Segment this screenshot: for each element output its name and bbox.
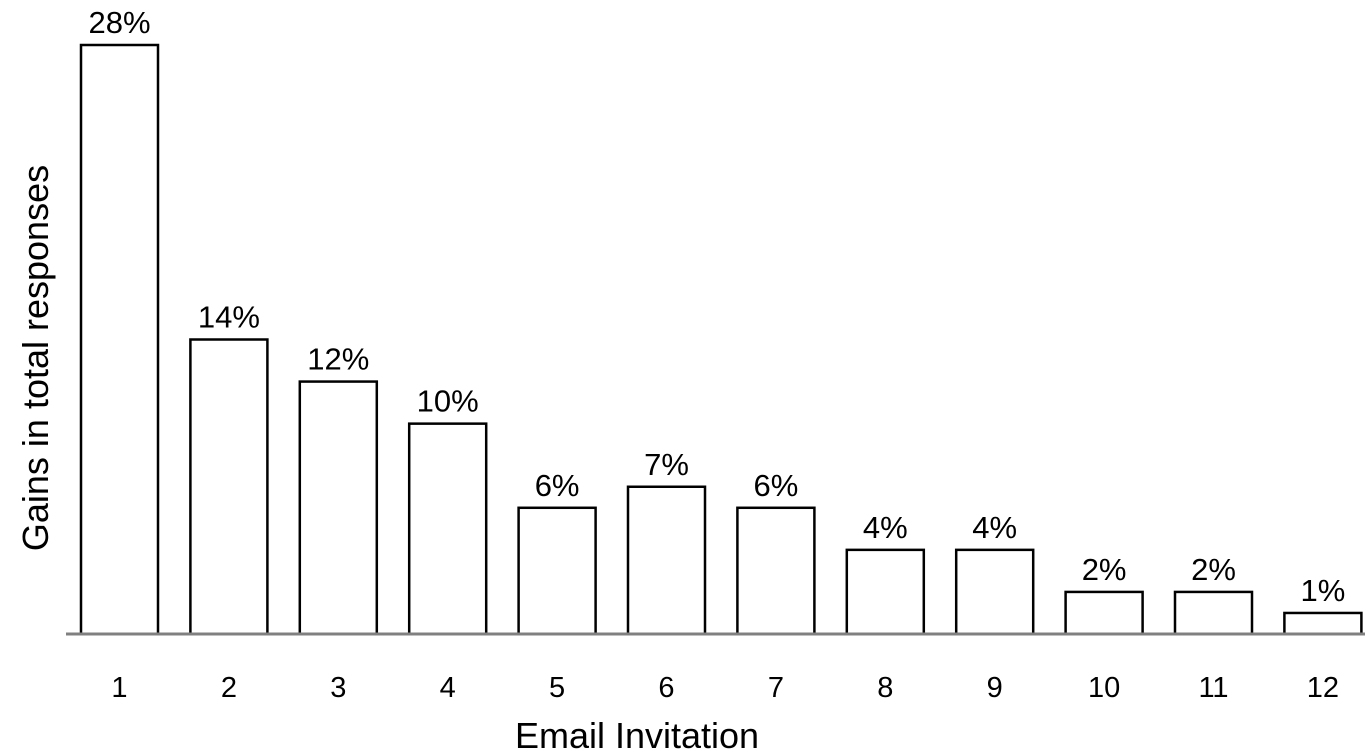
data-label-5: 6% bbox=[535, 468, 580, 503]
bar-1 bbox=[79, 43, 160, 636]
y-axis-title: Gains in total responses bbox=[15, 165, 56, 551]
data-label-9: 4% bbox=[972, 510, 1017, 545]
data-label-11: 2% bbox=[1191, 552, 1236, 587]
data-label-7: 6% bbox=[753, 468, 798, 503]
bar-12 bbox=[1283, 611, 1363, 636]
data-label-3: 12% bbox=[307, 342, 369, 377]
bar-8 bbox=[845, 548, 926, 636]
x-tick-label-11: 11 bbox=[1198, 672, 1228, 704]
bar-9 bbox=[954, 548, 1035, 636]
bar-4 bbox=[407, 422, 488, 636]
bar-11 bbox=[1173, 590, 1254, 636]
x-tick-label-7: 7 bbox=[768, 672, 784, 704]
x-tick-label-5: 5 bbox=[549, 672, 565, 704]
x-tick-label-6: 6 bbox=[658, 672, 674, 704]
bar-2 bbox=[189, 338, 269, 636]
bars-group bbox=[79, 43, 1363, 636]
bar-6 bbox=[626, 485, 707, 636]
x-axis-title: Email Invitation bbox=[515, 715, 759, 755]
bar-5 bbox=[517, 506, 597, 636]
x-tick-label-2: 2 bbox=[221, 672, 237, 704]
data-label-1: 28% bbox=[88, 5, 150, 40]
x-tick-label-12: 12 bbox=[1307, 672, 1339, 704]
x-tick-label-8: 8 bbox=[877, 672, 893, 704]
x-tick-label-4: 4 bbox=[440, 672, 456, 704]
data-label-6: 7% bbox=[644, 447, 689, 482]
data-labels-group: 28% 14% 12% 10% 6% 7% 6% 4% 4% 2% 2% 1% bbox=[88, 5, 1345, 608]
x-tick-label-1: 1 bbox=[111, 672, 127, 704]
x-tick-label-9: 9 bbox=[987, 672, 1003, 704]
x-tick-label-10: 10 bbox=[1088, 672, 1120, 704]
data-label-12: 1% bbox=[1300, 573, 1345, 608]
bar-10 bbox=[1064, 590, 1144, 636]
data-label-4: 10% bbox=[417, 384, 479, 419]
data-label-8: 4% bbox=[863, 510, 908, 545]
bar-7 bbox=[736, 506, 816, 636]
x-tick-label-3: 3 bbox=[330, 672, 346, 704]
data-label-10: 2% bbox=[1082, 552, 1127, 587]
x-tick-labels-group: 1 2 3 4 5 6 7 8 9 10 11 12 bbox=[111, 672, 1339, 704]
data-label-2: 14% bbox=[198, 300, 260, 335]
bar-3 bbox=[298, 380, 379, 636]
